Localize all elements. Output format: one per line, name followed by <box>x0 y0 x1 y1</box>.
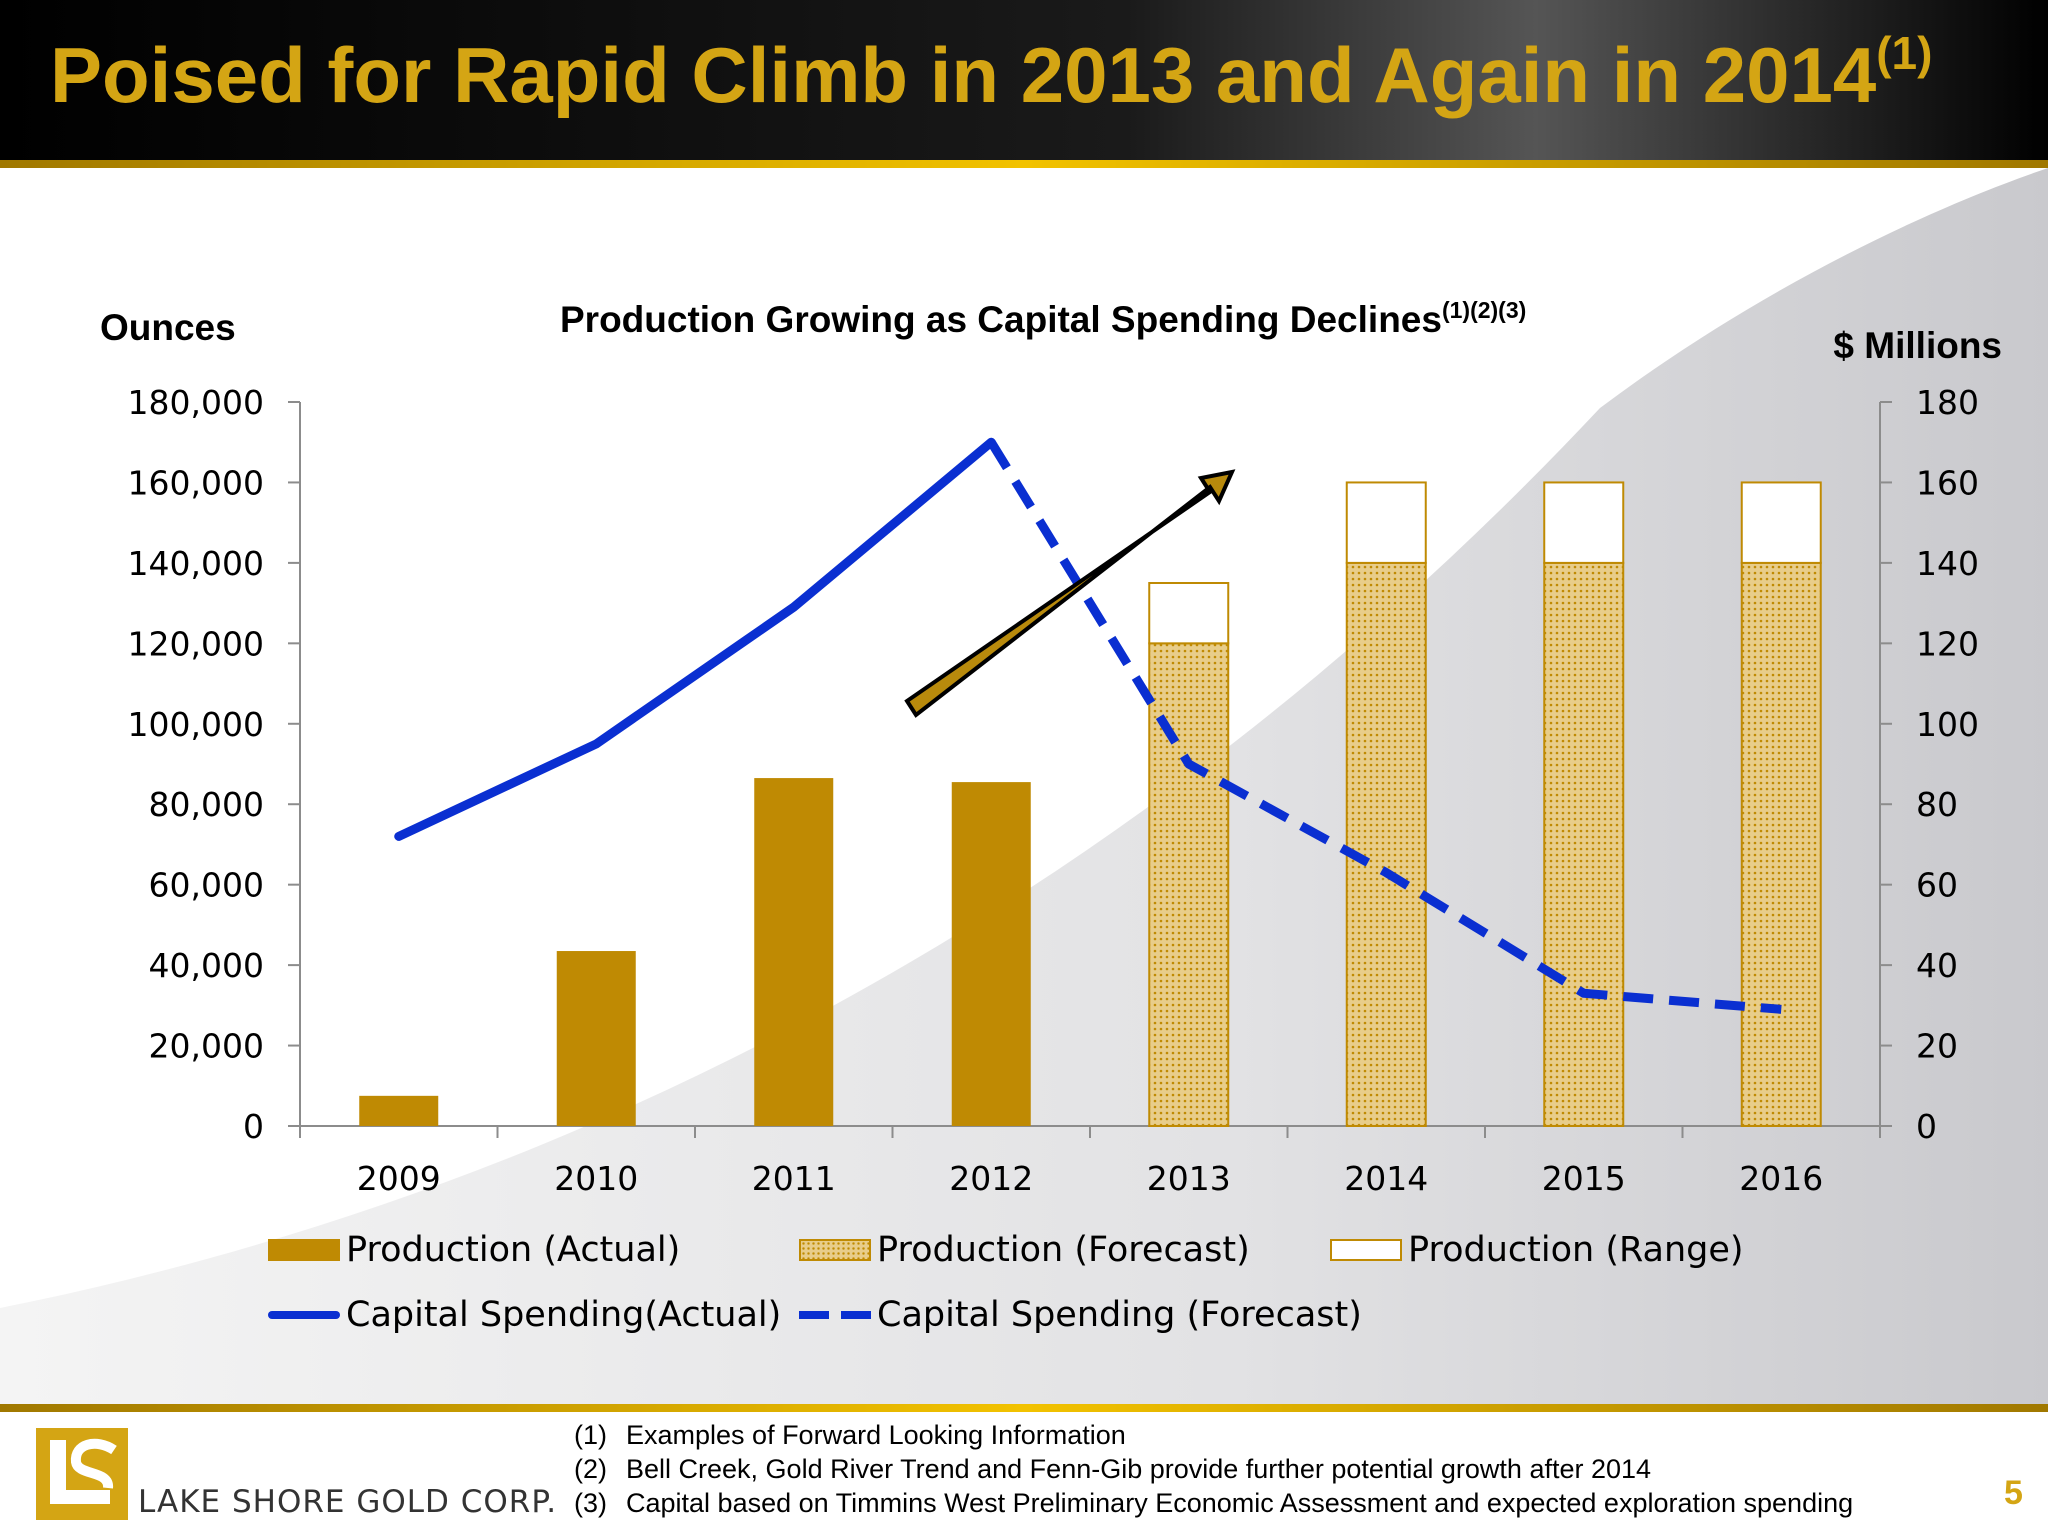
y-right-tick-label: 120 <box>1916 624 1979 663</box>
y-right-tick-label: 160 <box>1916 463 1979 502</box>
slide-title: Poised for Rapid Climb in 2013 and Again… <box>50 27 1933 121</box>
footer-divider <box>0 1404 2048 1412</box>
legend-swatch <box>799 1239 871 1261</box>
x-tick-label: 2014 <box>1344 1159 1428 1198</box>
legend-swatch <box>799 1311 871 1319</box>
y-left-tick-label: 20,000 <box>149 1027 264 1066</box>
y-right-tick-label: 140 <box>1916 544 1979 583</box>
x-tick-label: 2010 <box>554 1159 638 1198</box>
y-left-tick-label: 80,000 <box>149 785 264 824</box>
bar-production-range <box>1345 481 1427 564</box>
footnote-number: (3) <box>574 1488 607 1518</box>
legend-label: Production (Range) <box>1408 1230 1744 1270</box>
x-tick-label: 2013 <box>1147 1159 1231 1198</box>
page-number: 5 <box>2004 1474 2023 1512</box>
footnotes: (1) Examples of Forward Looking Informati… <box>574 1418 1853 1520</box>
growth-arrow <box>904 469 1236 718</box>
y-right-tick-label: 100 <box>1916 705 1979 744</box>
chart-axes: 0 0 20,000 20 40,000 40 60,000 60 80,000 80 100,00… <box>128 383 1979 1198</box>
y-right-tick-label: 0 <box>1916 1107 1937 1146</box>
x-tick-label: 2009 <box>357 1159 441 1198</box>
bar-production-range <box>1543 481 1625 564</box>
slide-title-superscript: (1) <box>1876 27 1933 79</box>
footnote-text: Examples of Forward Looking Information <box>626 1420 1126 1450</box>
y-left-tick-label: 180,000 <box>128 383 264 422</box>
legend-swatch <box>268 1239 340 1261</box>
bar-production-forecast <box>1148 642 1230 1127</box>
legend-label: Production (Forecast) <box>877 1230 1250 1270</box>
footnote-item: (2) Bell Creek, Gold River Trend and Fenn… <box>574 1452 1853 1486</box>
legend-label: Capital Spending(Actual) <box>346 1295 782 1335</box>
footnote-number: (2) <box>574 1454 607 1484</box>
chart-title-superscript: (1)(2)(3) <box>1442 297 1526 323</box>
x-tick-label: 2015 <box>1542 1159 1626 1198</box>
bar-production-actual <box>754 778 834 1126</box>
legend-capital-actual: Capital Spending(Actual) <box>268 1295 781 1335</box>
chart-title: Production Growing as Capital Spending D… <box>560 297 1526 340</box>
legend-label: Capital Spending (Forecast) <box>877 1295 1362 1335</box>
legend-production-range: Production (Range) <box>1330 1230 1744 1270</box>
legend-swatch <box>1330 1239 1402 1261</box>
legend-production-actual: Production (Actual) <box>268 1230 680 1270</box>
footnote-item: (1) Examples of Forward Looking Informati… <box>574 1418 1853 1452</box>
y-axis-left-label: Ounces <box>100 307 236 348</box>
bar-production-range <box>1740 481 1822 564</box>
y-left-tick-label: 160,000 <box>128 463 264 502</box>
line-capital-actual <box>394 437 996 841</box>
footnote-text: Capital based on Timmins West Preliminar… <box>626 1488 1854 1518</box>
y-left-tick-label: 100,000 <box>128 705 264 744</box>
footnote-number: (1) <box>574 1420 607 1450</box>
y-left-tick-label: 60,000 <box>149 866 264 905</box>
bar-production-forecast <box>1740 561 1822 1127</box>
footnote-text: Bell Creek, Gold River Trend and Fenn-Gi… <box>626 1454 1652 1484</box>
company-logo-icon <box>36 1428 128 1520</box>
y-right-tick-label: 20 <box>1916 1027 1958 1066</box>
x-tick-label: 2012 <box>949 1159 1033 1198</box>
title-bar <box>0 0 2048 160</box>
y-left-tick-label: 0 <box>243 1107 264 1146</box>
y-right-tick-label: 80 <box>1916 785 1958 824</box>
y-left-tick-label: 140,000 <box>128 544 264 583</box>
x-tick-label: 2016 <box>1739 1159 1823 1198</box>
bar-production-forecast <box>1543 561 1625 1127</box>
chart-lines <box>394 437 1782 1014</box>
y-axis-right-label: $ Millions <box>1833 325 2002 366</box>
line-capital-forecast <box>987 439 1782 1014</box>
legend-production-forecast: Production (Forecast) <box>799 1230 1250 1270</box>
growth-arrow-shape <box>904 469 1236 718</box>
bar-production-actual <box>951 782 1031 1126</box>
y-left-tick-label: 40,000 <box>149 946 264 985</box>
slide-title-text: Poised for Rapid Climb in 2013 and Again… <box>50 31 1877 119</box>
y-right-tick-label: 40 <box>1916 946 1958 985</box>
bar-production-actual <box>556 951 636 1126</box>
chart-bars <box>359 481 1822 1127</box>
y-right-tick-label: 60 <box>1916 866 1958 905</box>
bar-production-range <box>1148 582 1230 645</box>
header-divider <box>0 160 2048 168</box>
legend-swatch <box>268 1311 340 1319</box>
y-right-tick-label: 180 <box>1916 383 1979 422</box>
company-name: LAKE SHORE GOLD CORP. <box>138 1484 558 1520</box>
bar-production-forecast <box>1345 561 1427 1127</box>
chart-title-text: Production Growing as Capital Spending D… <box>560 299 1442 340</box>
bar-production-actual <box>359 1095 439 1126</box>
legend-capital-forecast: Capital Spending (Forecast) <box>799 1295 1362 1335</box>
legend-label: Production (Actual) <box>346 1230 681 1270</box>
y-left-tick-label: 120,000 <box>128 624 264 663</box>
footnote-item: (3) Capital based on Timmins West Prelimi… <box>574 1486 1853 1520</box>
x-tick-label: 2011 <box>752 1159 836 1198</box>
background-sweep <box>0 168 2048 1408</box>
